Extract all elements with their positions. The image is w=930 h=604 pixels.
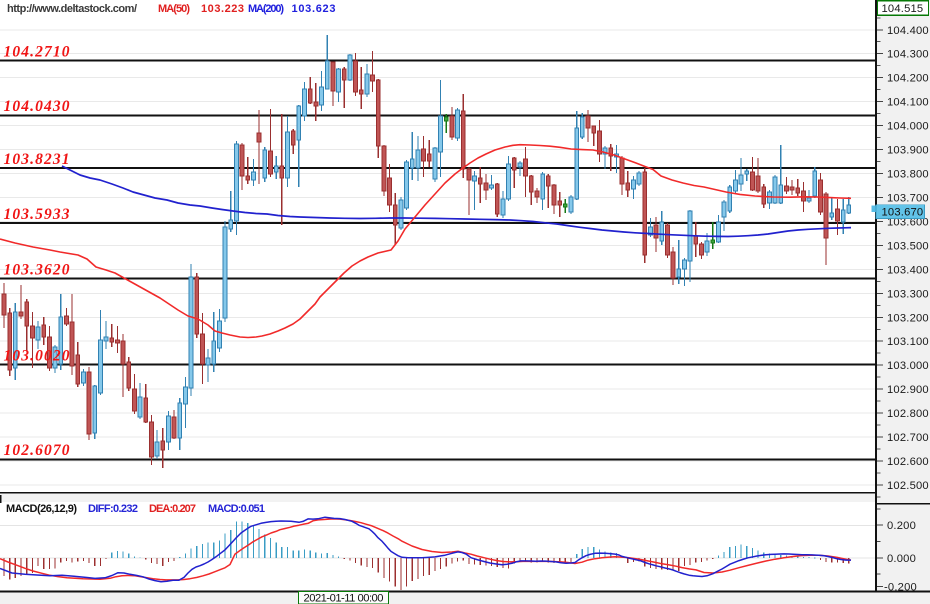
svg-text:MACD(26,12,9): MACD(26,12,9): [6, 503, 77, 515]
svg-text:103.000: 103.000: [887, 360, 929, 372]
svg-text:103.300: 103.300: [887, 288, 929, 300]
svg-text:104.100: 104.100: [887, 97, 929, 109]
svg-text:104.515: 104.515: [882, 3, 924, 15]
svg-text:104.200: 104.200: [887, 73, 929, 85]
svg-text:102.900: 102.900: [887, 384, 929, 396]
svg-text:103.8231: 103.8231: [4, 151, 70, 168]
svg-text:103.400: 103.400: [887, 264, 929, 276]
svg-text:0.200: 0.200: [887, 520, 916, 532]
svg-text:103.500: 103.500: [887, 240, 929, 252]
svg-text:103.3620: 103.3620: [4, 261, 70, 278]
svg-text:103.600: 103.600: [887, 216, 929, 228]
svg-text:104.400: 104.400: [887, 25, 929, 37]
svg-text:MA(50): MA(50): [158, 3, 190, 15]
svg-text:0.000: 0.000: [887, 553, 916, 565]
svg-text:103.700: 103.700: [887, 193, 929, 205]
svg-text:2021-01-11 00:00: 2021-01-11 00:00: [304, 593, 384, 604]
svg-text:103.800: 103.800: [887, 169, 929, 181]
svg-text:http://www.deltastock.com/: http://www.deltastock.com/: [7, 3, 137, 15]
svg-text:103.5933: 103.5933: [4, 206, 70, 223]
svg-text:DIFF:0.232: DIFF:0.232: [88, 503, 138, 515]
svg-text:102.600: 102.600: [887, 456, 929, 468]
svg-text:MACD:0.051: MACD:0.051: [208, 503, 265, 515]
svg-text:103.670: 103.670: [882, 207, 924, 219]
svg-text:DEA:0.207: DEA:0.207: [149, 503, 196, 515]
svg-text:102.6070: 102.6070: [4, 442, 70, 459]
svg-text:102.700: 102.700: [887, 432, 929, 444]
svg-text:103.200: 103.200: [887, 312, 929, 324]
svg-text:103.223: 103.223: [201, 3, 244, 15]
svg-text:MA(200): MA(200): [248, 3, 284, 15]
svg-text:102.800: 102.800: [887, 408, 929, 420]
svg-text:104.300: 104.300: [887, 49, 929, 61]
svg-text:103.0020: 103.0020: [4, 348, 70, 365]
svg-text:103.900: 103.900: [887, 145, 929, 157]
svg-text:102.500: 102.500: [887, 480, 929, 492]
svg-text:104.2710: 104.2710: [4, 44, 70, 61]
svg-text:104.0430: 104.0430: [4, 98, 70, 115]
svg-text:-0.200: -0.200: [884, 582, 917, 594]
svg-text:104.000: 104.000: [887, 121, 929, 133]
svg-text:103.100: 103.100: [887, 336, 929, 348]
svg-text:103.623: 103.623: [292, 3, 336, 15]
